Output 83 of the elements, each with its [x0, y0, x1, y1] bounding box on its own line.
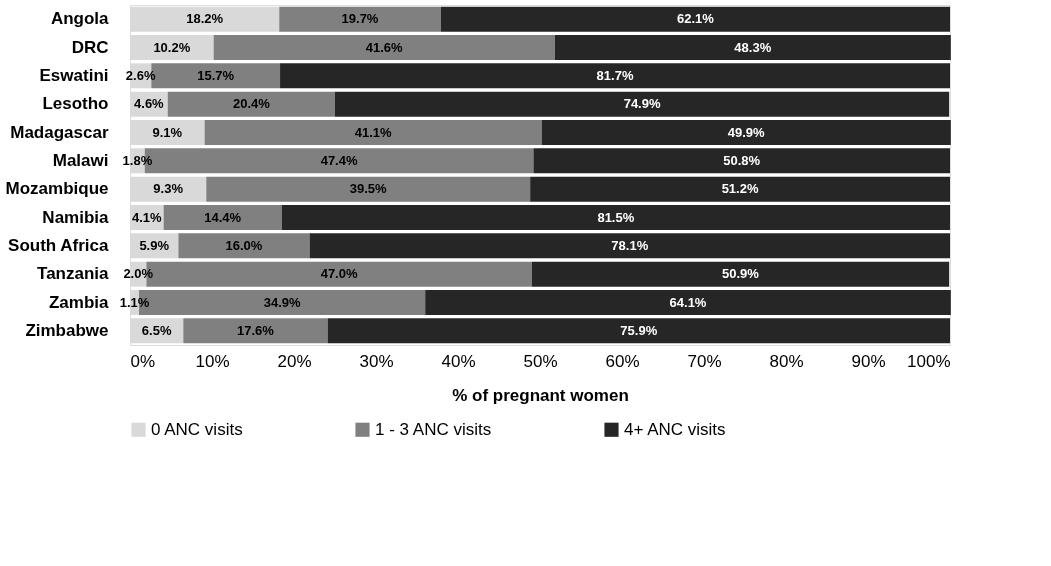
bar [167, 91, 335, 117]
x-tick-label: 20% [277, 351, 312, 371]
y-tick-label: Eswatini [39, 65, 109, 85]
x-tick-label: 50% [523, 351, 558, 371]
y-tick-label: Tanzania [37, 264, 110, 284]
data-label: 48.3% [734, 39, 772, 55]
x-tick-label: 100% [907, 351, 951, 371]
bar [213, 35, 555, 60]
data-label: 51.2% [721, 181, 759, 197]
bar [163, 205, 282, 230]
y-tick-label: Lesotho [42, 94, 109, 114]
data-label: 15.7% [197, 67, 235, 83]
data-label: 9.3% [153, 181, 184, 197]
x-axis-title: % of pregnant women [452, 385, 629, 405]
data-label: 9.1% [152, 124, 183, 140]
bar [206, 176, 531, 202]
data-label: 47.4% [320, 152, 358, 168]
legend-label: 4+ ANC visits [624, 419, 726, 439]
x-tick-label: 60% [605, 351, 640, 371]
x-tick-label: 70% [687, 351, 722, 371]
bar [335, 91, 950, 117]
bar [327, 318, 950, 344]
data-label: 64.1% [669, 294, 707, 310]
data-label: 75.9% [620, 322, 658, 338]
x-tick-label: 10% [195, 351, 230, 371]
data-label: 49.9% [727, 124, 766, 140]
x-tick-label: 80% [769, 351, 804, 371]
x-tick-label: 0% [130, 351, 156, 371]
bar [541, 120, 951, 145]
y-tick-label: DRC [71, 37, 109, 57]
data-label: 4.1% [131, 209, 163, 225]
bar [279, 6, 441, 32]
legend-label: 1 - 3 ANC visits [375, 419, 492, 439]
data-label: 39.5% [349, 181, 388, 197]
bar [531, 261, 950, 287]
data-label: 47.0% [320, 266, 358, 282]
data-label: 50.9% [722, 266, 760, 282]
bar [309, 233, 950, 259]
y-tick-label: Malawi [52, 150, 109, 170]
data-label: 14.4% [204, 209, 242, 225]
data-label: 74.9% [623, 96, 661, 112]
data-label: 19.7% [341, 11, 379, 27]
data-label: 4.6% [134, 96, 165, 112]
x-tick-label: 30% [359, 351, 394, 371]
data-label: 16.0% [225, 237, 263, 253]
data-label: 62.1% [676, 11, 715, 27]
data-label: 78.1% [611, 237, 649, 253]
y-tick-label: Zimbabwe [25, 320, 109, 340]
bar [554, 35, 951, 60]
data-label: 5.9% [139, 237, 170, 253]
y-tick-label: Namibia [42, 207, 110, 227]
bar [533, 148, 950, 174]
x-tick-label: 90% [851, 351, 886, 371]
data-label: 1.8% [122, 152, 153, 168]
y-tick-label: Mozambique [5, 179, 109, 199]
data-label: 50.8% [723, 152, 761, 168]
data-label: 81.7% [596, 67, 634, 83]
y-tick-label: Madagascar [10, 122, 109, 142]
bar [183, 318, 328, 344]
y-tick-label: South Africa [8, 235, 110, 255]
y-tick-label: Angola [50, 9, 110, 29]
data-label: 2.6% [125, 67, 156, 83]
x-tick-label: 40% [441, 351, 476, 371]
data-label: 10.2% [153, 39, 191, 55]
bar [280, 63, 950, 89]
data-label: 18.2% [186, 11, 224, 27]
data-label: 17.6% [237, 322, 275, 338]
bar [281, 205, 950, 230]
legend-label: 0 ANC visits [151, 419, 243, 439]
data-label: 81.5% [597, 209, 635, 225]
data-label: 2.0% [123, 266, 154, 282]
bar [425, 290, 951, 315]
bar [530, 176, 950, 202]
data-label: 20.4% [232, 96, 271, 112]
data-label: 41.6% [365, 39, 404, 55]
y-tick-label: Zambia [48, 292, 110, 312]
bar [440, 6, 950, 32]
bar [204, 120, 542, 145]
data-label: 34.9% [263, 294, 301, 310]
data-label: 1.1% [119, 294, 150, 310]
data-label: 6.5% [141, 322, 172, 338]
data-label: 41.1% [354, 124, 392, 140]
bar [178, 233, 310, 259]
